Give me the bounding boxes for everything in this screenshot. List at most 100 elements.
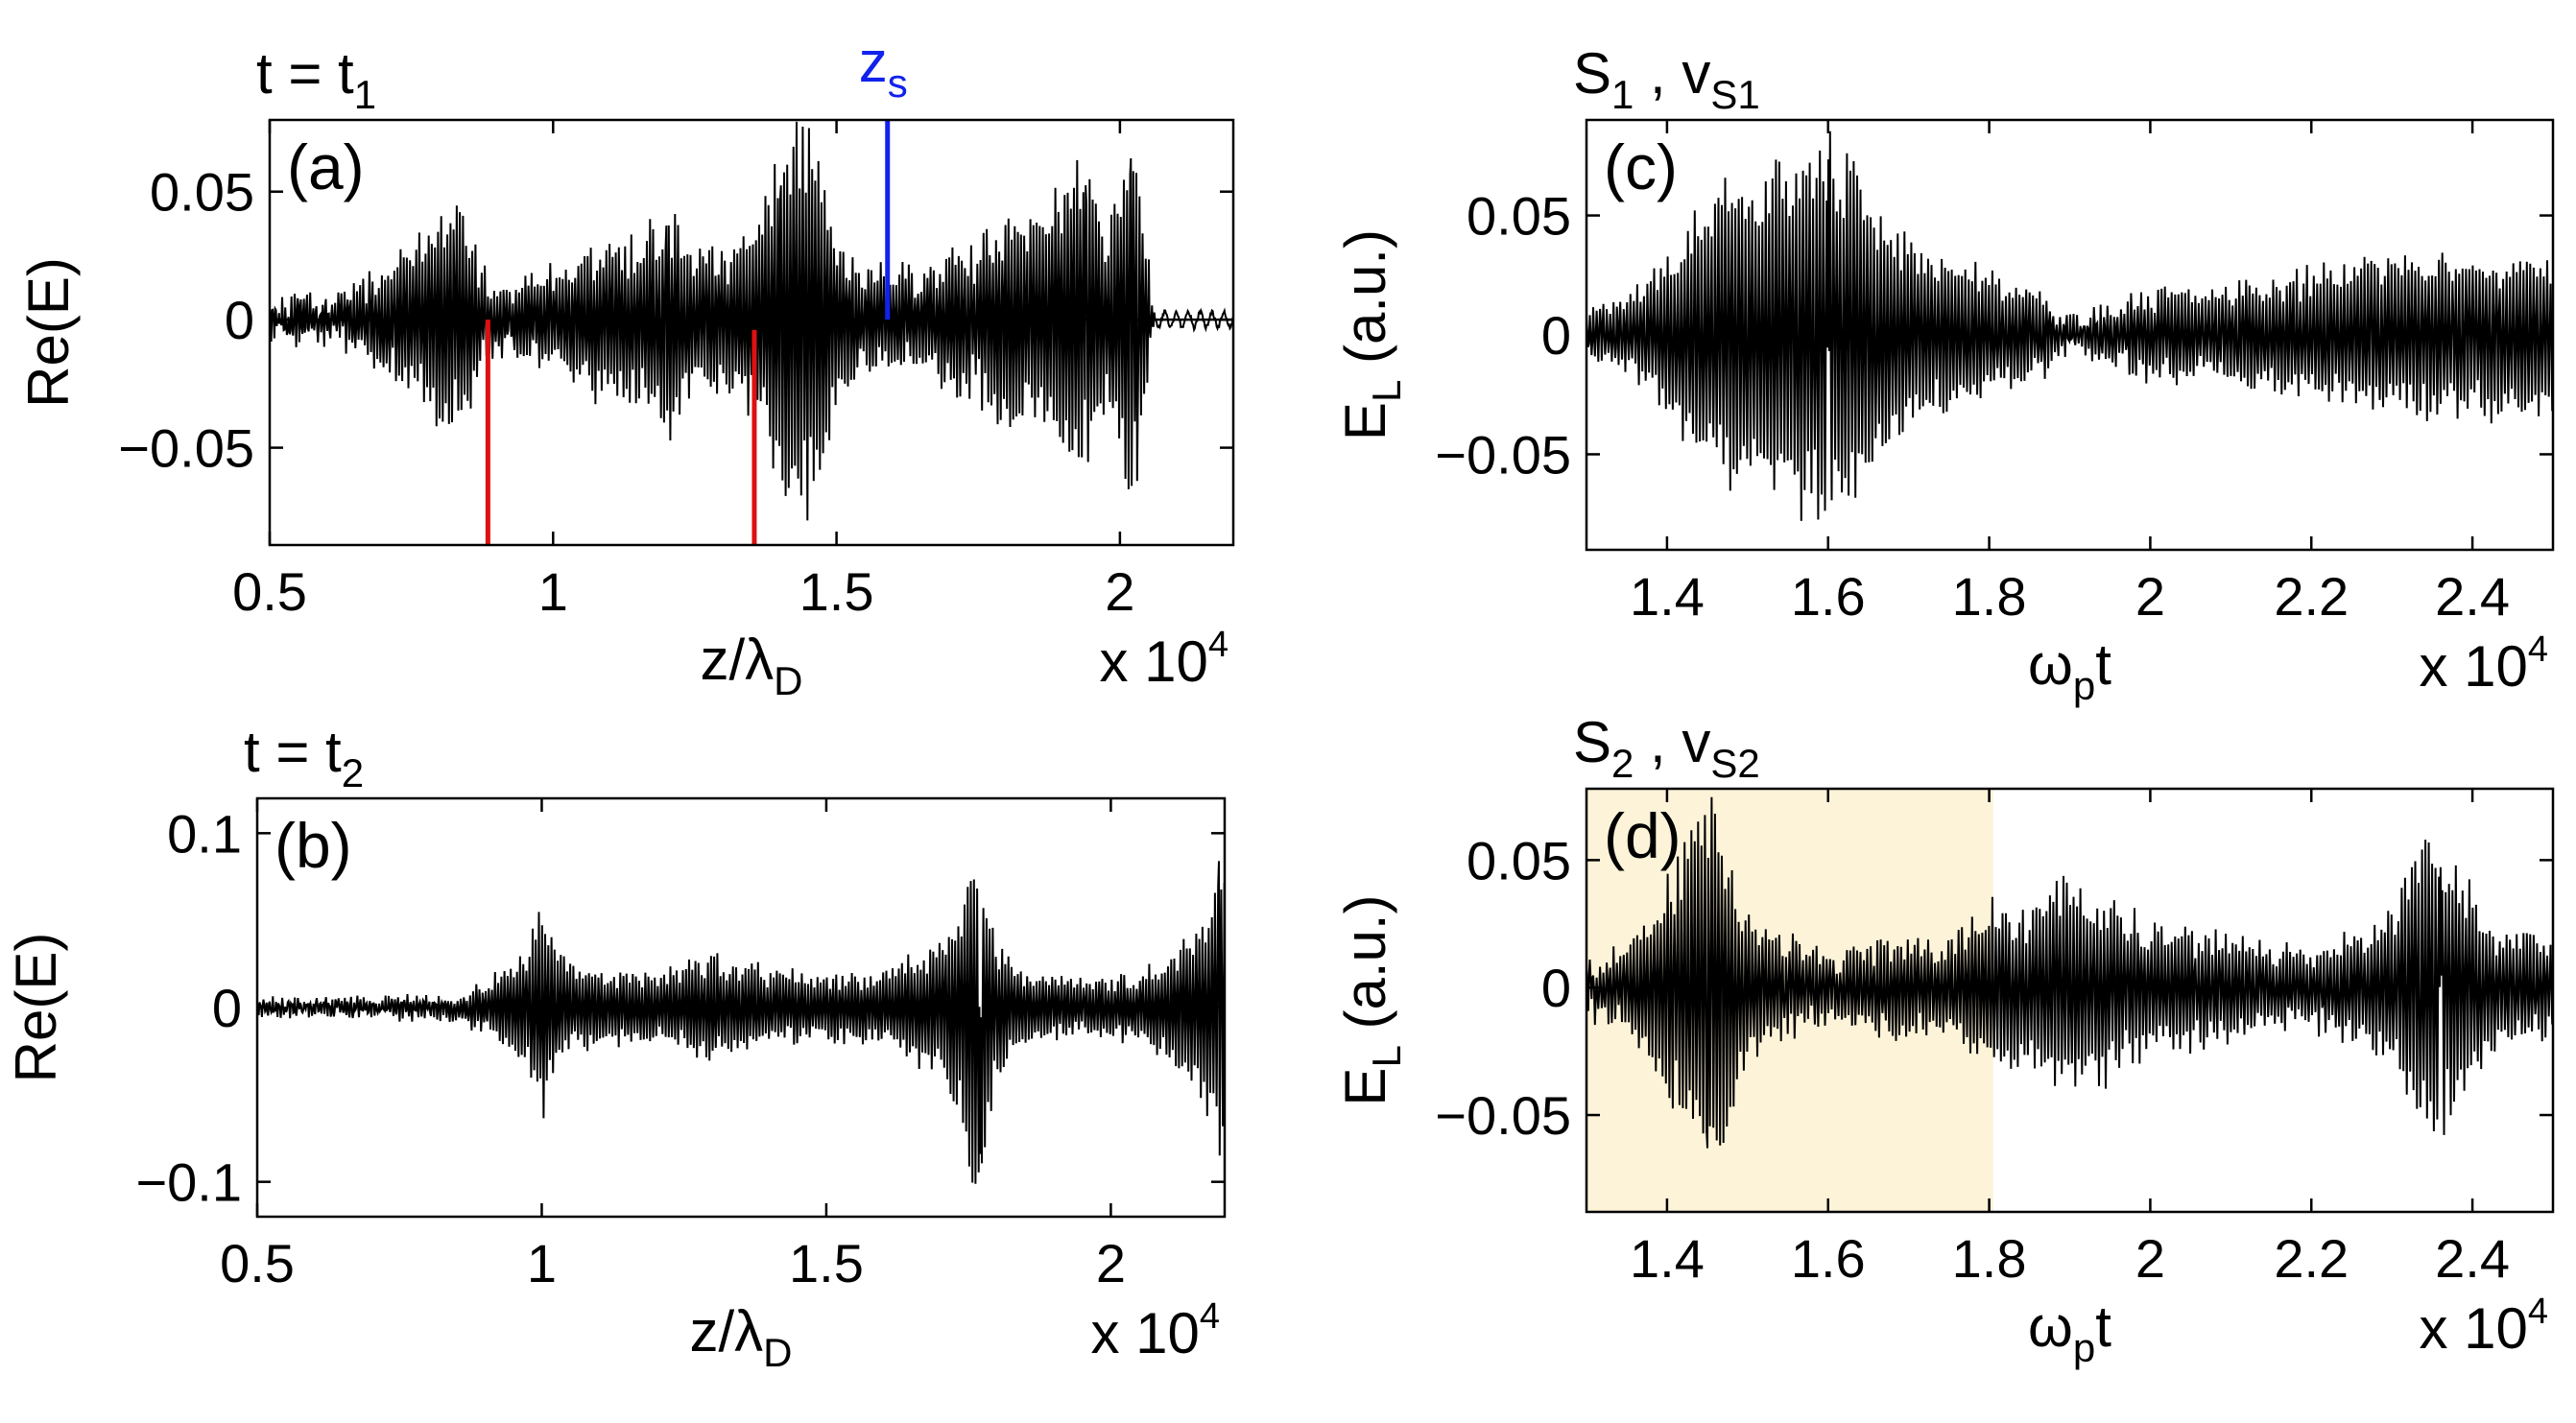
title-sub: 1 <box>1611 72 1634 117</box>
signal-line <box>257 861 1225 1184</box>
x-tick-label: 0.5 <box>232 561 307 622</box>
axes-frame <box>268 118 1235 547</box>
multiplier-text: x 10 <box>1099 629 1207 694</box>
x-label-rest: t <box>2095 632 2111 697</box>
x-multiplier: x 104 <box>1090 1296 1220 1365</box>
x-axis-label: ωpt <box>2028 632 2111 708</box>
multiplier-exp: 4 <box>2528 629 2548 670</box>
x-tick-label: 1.6 <box>1791 1228 1866 1289</box>
x-tick-label: 0.5 <box>220 1233 295 1293</box>
y-label-sub: L <box>1364 1045 1409 1067</box>
x-label-sub: D <box>774 658 802 703</box>
x-multiplier: x 104 <box>1099 625 1228 694</box>
y-tick-label: −0.05 <box>1435 1085 1571 1146</box>
panel-title: t = t1 <box>256 41 376 117</box>
title-sub: 2 <box>342 750 364 795</box>
x-label-sub: D <box>763 1330 792 1375</box>
y-tick-label: 0.05 <box>1467 186 1571 247</box>
multiplier-exp: 4 <box>1200 1296 1220 1337</box>
x-tick-label: 2 <box>1096 1233 1126 1293</box>
x-tick-label: 2.2 <box>2274 1228 2349 1289</box>
x-tick-label: 1.8 <box>1952 566 2027 627</box>
multiplier-text: x 10 <box>2419 1296 2527 1361</box>
y-label-main: Re(E) <box>4 933 68 1083</box>
y-tick-label: 0 <box>225 290 254 350</box>
marker-label-main: z <box>859 30 888 94</box>
y-axis-label: Re(E) <box>4 933 68 1083</box>
multiplier-text: x 10 <box>1090 1301 1199 1365</box>
y-tick-label: 0.05 <box>1467 830 1571 890</box>
marker-label-sub: s <box>888 60 908 106</box>
x-label-sub: p <box>2073 1325 2095 1370</box>
panel-label: (d) <box>1604 800 1682 871</box>
x-tick-label: 2 <box>1105 561 1134 622</box>
x-multiplier: x 104 <box>2419 1292 2548 1361</box>
x-tick-label: 2 <box>2135 1228 2165 1289</box>
y-tick-label: 0.05 <box>150 162 254 223</box>
x-tick-label: 2.4 <box>2435 1228 2510 1289</box>
panel-d-chart: 1.4 1.6 1.8 2 2.2 2.40.050−0.05(d)S2 , vS2ωpt… <box>1333 710 2555 1370</box>
multiplier-text: x 10 <box>2419 634 2527 699</box>
panel-label: (c) <box>1604 131 1678 202</box>
signal-line <box>1586 796 2553 1149</box>
x-tick-label: 2.4 <box>2435 566 2510 627</box>
x-label-rest: t <box>2095 1294 2111 1359</box>
signal-line <box>270 121 1233 521</box>
x-multiplier: x 104 <box>2419 629 2548 699</box>
y-label-main: Re(E) <box>16 257 81 408</box>
x-tick-label: 1.4 <box>1630 566 1705 627</box>
title-main: S <box>1573 41 1611 106</box>
y-tick-label: −0.1 <box>135 1152 242 1213</box>
title-sub-2: S2 <box>1710 741 1759 786</box>
y-label-rest: (a.u.) <box>1333 229 1397 380</box>
y-label-sub: L <box>1364 380 1409 402</box>
y-axis-label: EL (a.u.) <box>1333 894 1409 1105</box>
title-main: t = t <box>244 720 342 784</box>
y-label-rest: (a.u.) <box>1333 894 1397 1045</box>
x-label-main: z/λ <box>689 1299 763 1364</box>
title-main: t = t <box>256 41 354 106</box>
y-tick-label: 0 <box>212 978 242 1038</box>
y-label-main: E <box>1333 402 1397 440</box>
y-tick-label: 0 <box>1541 305 1571 366</box>
x-tick-label: 1.6 <box>1791 566 1866 627</box>
x-tick-label: 1 <box>538 561 568 622</box>
panel-title: t = t2 <box>244 720 364 795</box>
x-tick-label: 1.5 <box>789 1233 864 1293</box>
x-tick-label: 1.8 <box>1952 1228 2027 1289</box>
y-tick-label: 0 <box>1541 958 1571 1018</box>
marker-label: zs <box>859 30 908 106</box>
y-label-main: E <box>1333 1068 1397 1106</box>
panel-label: (a) <box>287 131 365 202</box>
x-label-main: z/λ <box>700 628 774 692</box>
y-tick-label: 0.1 <box>167 803 242 864</box>
signal-line <box>1586 130 2553 521</box>
x-tick-label: 1 <box>527 1233 557 1293</box>
x-tick-label: 2.2 <box>2274 566 2349 627</box>
panel-c-chart: 1.4 1.6 1.8 2 2.2 2.40.050−0.05(c)S1 , vS1ωpt… <box>1333 41 2555 708</box>
panel-label: (b) <box>274 810 352 881</box>
x-label-main: ω <box>2028 1294 2073 1359</box>
multiplier-exp: 4 <box>2528 1292 2548 1332</box>
y-axis-label: Re(E) <box>16 257 81 408</box>
y-axis-label: EL (a.u.) <box>1333 229 1409 440</box>
x-tick-label: 2 <box>2135 566 2165 627</box>
panel-title: S1 , vS1 <box>1573 41 1760 117</box>
title-mid: , v <box>1634 41 1710 106</box>
multiplier-exp: 4 <box>1208 625 1228 665</box>
x-label-main: ω <box>2028 632 2073 697</box>
title-main: S <box>1573 710 1611 774</box>
y-tick-label: −0.05 <box>118 418 254 479</box>
x-tick-label: 1.4 <box>1630 1228 1705 1289</box>
title-sub: 1 <box>354 72 376 117</box>
title-mid: , v <box>1634 710 1710 774</box>
x-axis-label: z/λD <box>689 1299 792 1375</box>
x-axis-label: z/λD <box>700 628 802 703</box>
x-axis-label: ωpt <box>2028 1294 2111 1370</box>
x-label-sub: p <box>2073 663 2095 708</box>
axes-frame <box>1585 787 2555 1214</box>
y-tick-label: −0.05 <box>1435 424 1571 485</box>
